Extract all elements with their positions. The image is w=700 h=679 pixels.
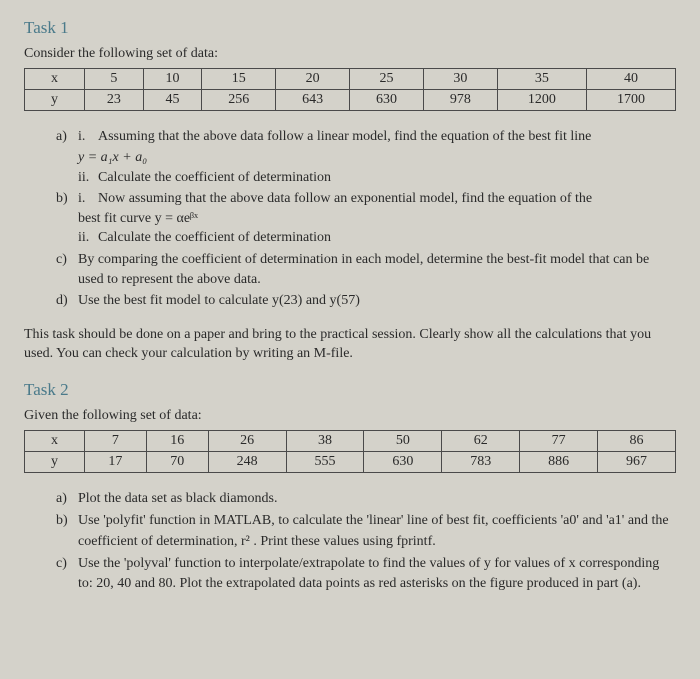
item-text: Calculate the coefficient of determinati… — [98, 228, 331, 248]
cell: 20 — [276, 69, 350, 90]
sub-marker: ii. — [78, 228, 98, 248]
task1-list: a) i. Assuming that the above data follo… — [24, 127, 676, 311]
cell: 35 — [497, 69, 586, 90]
item-marker: a) — [56, 127, 78, 187]
item-marker: c) — [56, 554, 78, 595]
task2-table: x 7 16 26 38 50 62 77 86 y 17 70 248 555… — [24, 430, 676, 473]
task1-title: Task 1 — [24, 18, 676, 38]
task1-intro: Consider the following set of data: — [24, 46, 676, 62]
cell: 15 — [202, 69, 276, 90]
item-text: Assuming that the above data follow a li… — [98, 127, 591, 147]
table-row: y 23 45 256 643 630 978 1200 1700 — [25, 90, 676, 111]
cell: 256 — [202, 90, 276, 111]
item-marker: c) — [56, 250, 78, 289]
cell: 630 — [350, 90, 424, 111]
cell: 70 — [146, 451, 208, 472]
cell: 7 — [85, 430, 147, 451]
cell: 1200 — [497, 90, 586, 111]
cell: 23 — [85, 90, 144, 111]
cell: 17 — [85, 451, 147, 472]
cell-label: y — [25, 451, 85, 472]
table-row: x 5 10 15 20 25 30 35 40 — [25, 69, 676, 90]
cell: 45 — [143, 90, 202, 111]
cell: 10 — [143, 69, 202, 90]
list-item-b: b) i. Now assuming that the above data f… — [56, 189, 676, 248]
cell: 630 — [364, 451, 442, 472]
task1-table: x 5 10 15 20 25 30 35 40 y 23 45 256 643… — [24, 68, 676, 111]
task2-intro: Given the following set of data: — [24, 408, 676, 424]
item-marker: b) — [56, 511, 78, 552]
item-text: Use 'polyfit' function in MATLAB, to cal… — [78, 511, 676, 552]
cell: 30 — [423, 69, 497, 90]
list-item-a: a) Plot the data set as black diamonds. — [56, 489, 676, 509]
table-row: x 7 16 26 38 50 62 77 86 — [25, 430, 676, 451]
cell: 783 — [442, 451, 520, 472]
cell: 967 — [598, 451, 676, 472]
cell: 1700 — [586, 90, 675, 111]
list-item-c: c) Use the 'polyval' function to interpo… — [56, 554, 676, 595]
item-marker: b) — [56, 189, 78, 248]
item-text: Plot the data set as black diamonds. — [78, 489, 277, 509]
table-row: y 17 70 248 555 630 783 886 967 — [25, 451, 676, 472]
task2-list: a) Plot the data set as black diamonds. … — [24, 489, 676, 594]
item-text: Use the 'polyval' function to interpolat… — [78, 554, 676, 595]
list-item-c: c) By comparing the coefficient of deter… — [56, 250, 676, 289]
cell: 62 — [442, 430, 520, 451]
cell: 86 — [598, 430, 676, 451]
item-text-cont: best fit curve y = αeᵝˣ — [78, 209, 676, 229]
item-marker: d) — [56, 291, 78, 311]
list-item-b: b) Use 'polyfit' function in MATLAB, to … — [56, 511, 676, 552]
sub-marker: i. — [78, 189, 98, 209]
cell: 886 — [520, 451, 598, 472]
cell-label: x — [25, 430, 85, 451]
cell: 26 — [208, 430, 286, 451]
task2-title: Task 2 — [24, 380, 676, 400]
item-text: Calculate the coefficient of determinati… — [98, 168, 331, 188]
list-item-d: d) Use the best fit model to calculate y… — [56, 291, 676, 311]
cell-label: y — [25, 90, 85, 111]
cell: 978 — [423, 90, 497, 111]
task1-instructions: This task should be done on a paper and … — [24, 325, 676, 364]
equation: y = a₁x + a₀ — [78, 147, 676, 168]
sub-marker: ii. — [78, 168, 98, 188]
cell: 77 — [520, 430, 598, 451]
cell: 643 — [276, 90, 350, 111]
sub-marker: i. — [78, 127, 98, 147]
cell: 248 — [208, 451, 286, 472]
cell-label: x — [25, 69, 85, 90]
cell: 25 — [350, 69, 424, 90]
cell: 555 — [286, 451, 364, 472]
cell: 50 — [364, 430, 442, 451]
cell: 40 — [586, 69, 675, 90]
item-text: Now assuming that the above data follow … — [98, 189, 592, 209]
item-marker: a) — [56, 489, 78, 509]
cell: 16 — [146, 430, 208, 451]
list-item-a: a) i. Assuming that the above data follo… — [56, 127, 676, 187]
cell: 5 — [85, 69, 144, 90]
item-text: Use the best fit model to calculate y(23… — [78, 291, 676, 311]
item-text: By comparing the coefficient of determin… — [78, 250, 676, 289]
cell: 38 — [286, 430, 364, 451]
